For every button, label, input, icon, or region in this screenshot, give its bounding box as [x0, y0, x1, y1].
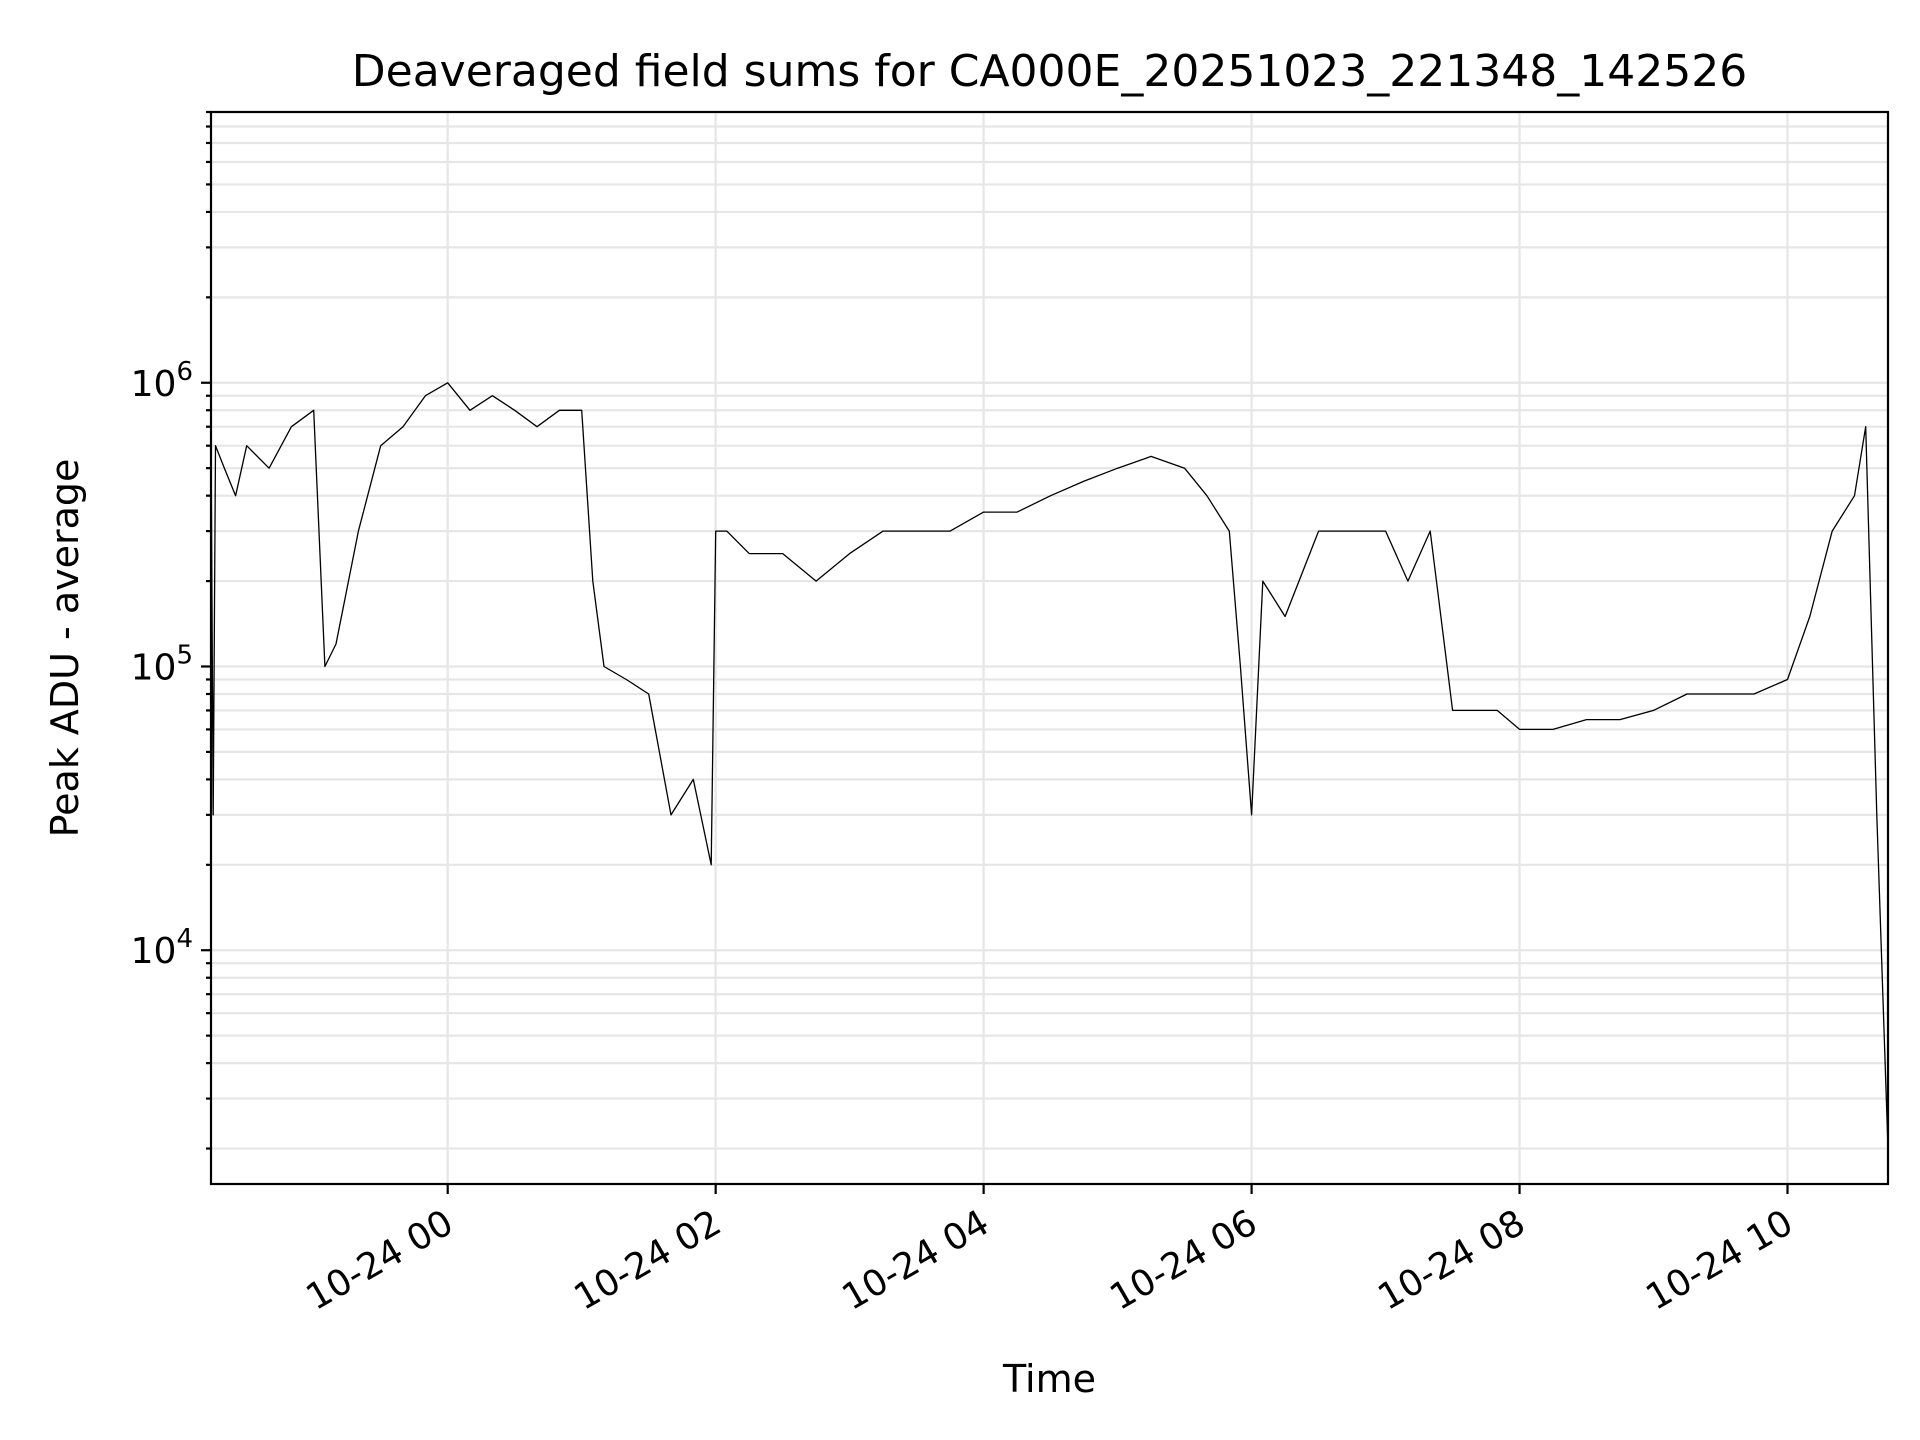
x-axis: 10-24 00 10-24 02 10-24 04 10-24 06 10-24 08…	[300, 1184, 1800, 1319]
x-tick-label: 10-24 02	[567, 1202, 728, 1318]
grid	[211, 110, 1888, 1184]
x-tick-label: 10-24 06	[1103, 1202, 1264, 1318]
y-tick-label: 106	[131, 357, 193, 405]
x-tick-label: 10-24 04	[835, 1202, 996, 1318]
y-axis-label: Peak ADU - average	[43, 459, 87, 838]
x-tick-label: 10-24 08	[1371, 1202, 1532, 1318]
series-line	[210, 382, 1889, 1149]
x-tick-label: 10-24 10	[1639, 1202, 1800, 1318]
y-tick-label: 104	[131, 924, 193, 972]
y-axis: 104 105 106	[131, 110, 211, 1150]
chart-title: Deaveraged field sums for CA000E_2025102…	[352, 46, 1747, 97]
y-tick-label: 105	[131, 640, 193, 688]
x-axis-label: Time	[1002, 1357, 1096, 1401]
x-tick-label: 10-24 00	[300, 1202, 461, 1318]
plot-frame	[209, 110, 1890, 1186]
